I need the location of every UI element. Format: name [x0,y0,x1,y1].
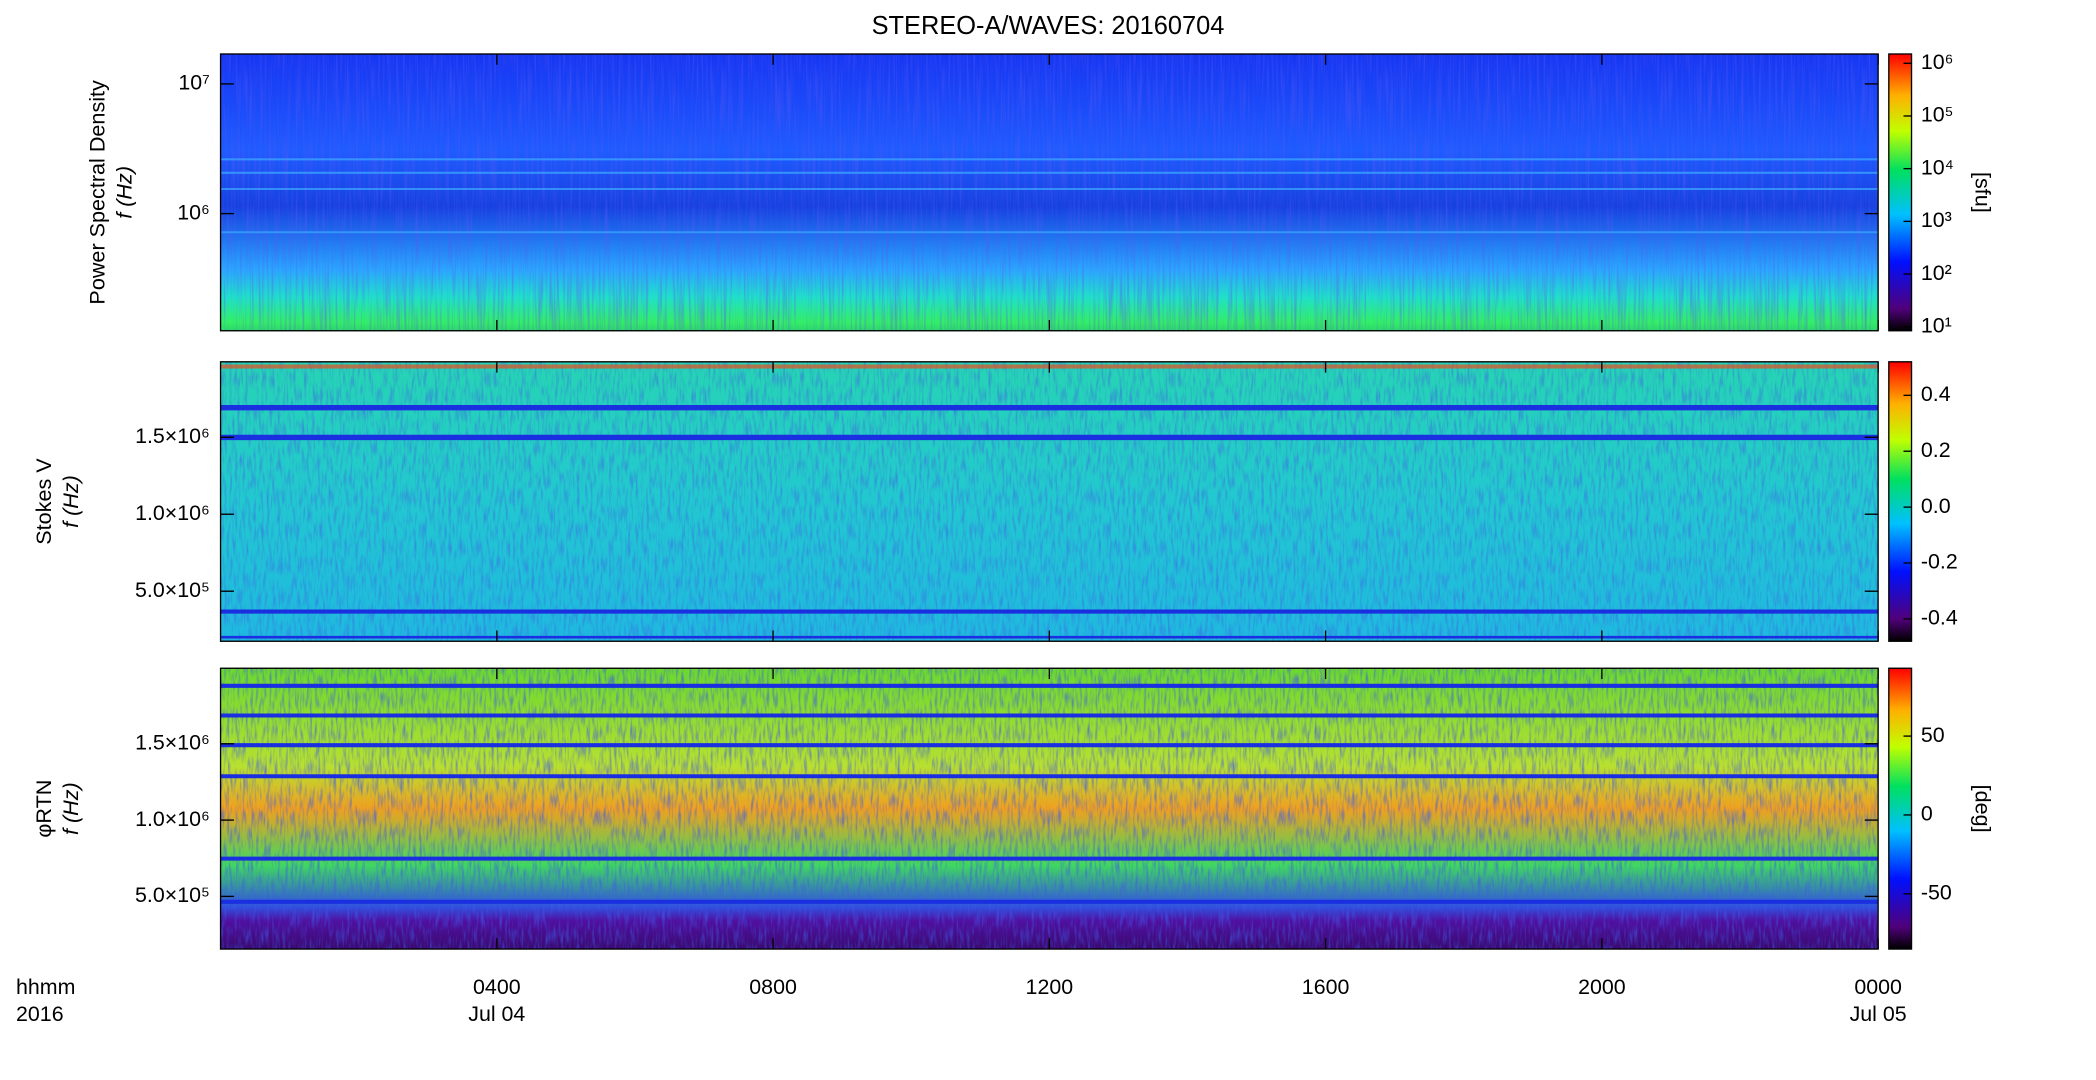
y-tick-label: 5.0×10⁵ [135,883,210,907]
colorbar-tick-label: 10¹ [1921,313,1952,337]
colorbar-tick-label: 0.4 [1921,382,1951,406]
colorbar-tick-label: 10² [1921,261,1952,285]
x-tick-label: 2000 [1578,975,1626,999]
y-tick-label: 1.0×10⁶ [135,807,210,831]
y-tick-label: 1.5×10⁶ [135,424,210,448]
x-tick-label: 0400 [473,975,521,999]
colorbar [1888,361,1913,642]
colorbar-tick-label: 0 [1921,802,1933,826]
y-tick-label: 5.0×10⁵ [135,578,210,602]
colorbar-label: [sfu] [1970,172,1994,213]
colorbar-tick-label: 10⁴ [1921,155,1954,179]
x-tick-label: 0000 [1854,975,1902,999]
x-tick-label: 0800 [749,975,797,999]
y-axis-unit: f (Hz) [59,782,83,835]
chart-title: STEREO-A/WAVES: 20160704 [872,12,1225,40]
colorbar-tick-label: 50 [1921,723,1945,747]
colorbar [1888,667,1913,950]
colorbar-tick-label: 0.0 [1921,494,1951,518]
band-lines [220,158,1879,234]
y-axis-label: φRTN [32,780,56,838]
colorbar-tick-label: 0.2 [1921,438,1951,462]
colorbar-tick-label: -0.4 [1921,606,1958,630]
y-tick-label: 1.0×10⁶ [135,501,210,525]
y-axis-label: Stokes V [32,458,56,545]
panel-images [220,54,1879,950]
date-label: Jul 04 [468,1002,525,1026]
band-lines [220,683,1879,904]
year-label: 2016 [16,1002,64,1026]
colorbar-tick-label: -0.2 [1921,550,1958,574]
colorbar-label: [deg] [1970,785,1994,833]
x-tick-label: 1600 [1302,975,1350,999]
y-tick-label: 10⁶ [177,200,210,224]
date-label: Jul 05 [1850,1002,1907,1026]
spectrogram-texture [220,668,1879,950]
colorbar-tick-label: 10⁵ [1921,103,1954,127]
colorbar-tick-label: -50 [1921,880,1952,904]
y-tick-label: 10⁷ [178,70,210,94]
x-tick-label: 1200 [1026,975,1074,999]
y-tick-label: 1.5×10⁶ [135,730,210,754]
y-axis-unit: f (Hz) [112,166,136,219]
colorbar-tick-label: 10⁶ [1921,50,1954,74]
colorbar-tick-label: 10³ [1921,208,1952,232]
spectrogram-texture [220,361,1879,642]
y-axis-label: Power Spectral Density [86,80,110,305]
y-axis-unit: f (Hz) [59,475,83,528]
time-unit-label: hhmm [16,975,75,999]
spectrogram-texture [220,54,1879,331]
colorbar [1888,53,1913,332]
